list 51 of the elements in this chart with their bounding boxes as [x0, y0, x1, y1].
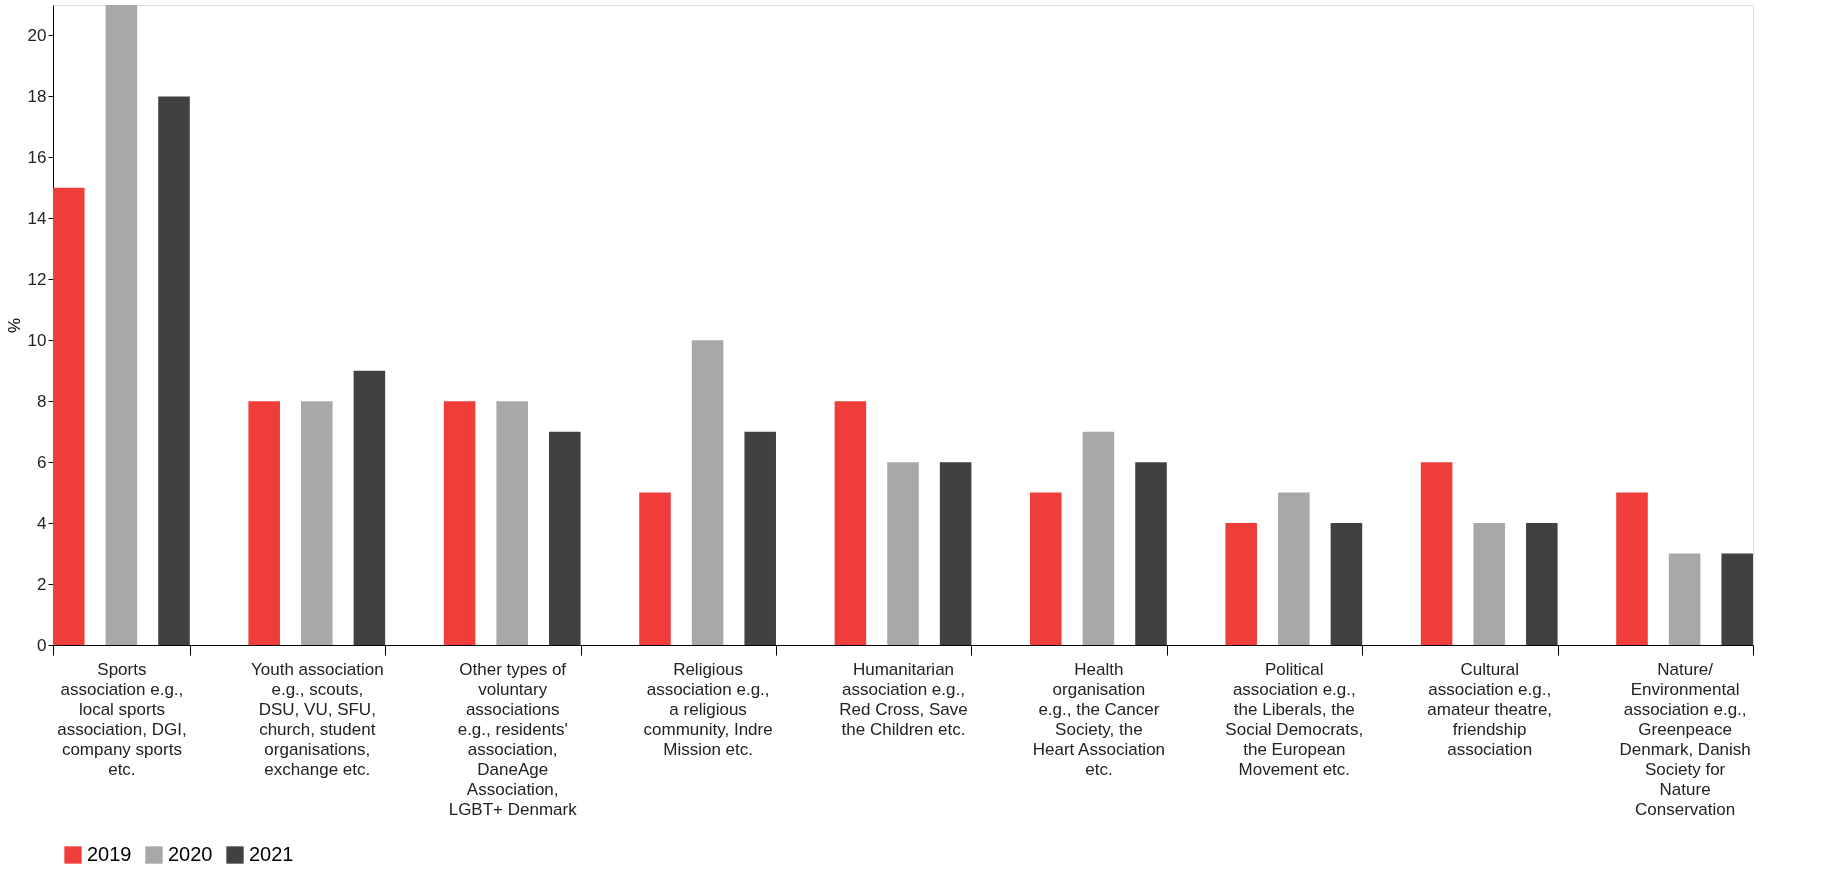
y-tick-label: 8 [37, 391, 47, 411]
bar [1082, 431, 1115, 645]
bar [549, 431, 581, 645]
y-tick-label: 20 [27, 25, 47, 45]
bar [158, 96, 190, 645]
legend-label: 2020 [168, 843, 213, 865]
y-tick-label: 6 [37, 452, 47, 472]
y-tick-label: 2 [37, 574, 47, 594]
bar [1668, 553, 1701, 645]
bar [939, 462, 972, 645]
y-tick-label: 16 [27, 147, 47, 167]
bar [744, 431, 776, 645]
x-tick-label: Nature/ Environmental association e.g., Greenpeace Denmark, Danish Society for Nature Conservation [1619, 659, 1751, 819]
y-axis-title: % [4, 317, 24, 334]
bar [443, 401, 476, 645]
x-tick-label: Youth association e.g., scouts, DSU, VU, SFU, church, student organisations, exchange etc. [250, 659, 384, 779]
bar [887, 462, 919, 645]
bar [248, 401, 280, 645]
bar [1473, 523, 1505, 645]
bar [1330, 523, 1363, 645]
y-tick-label: 0 [37, 635, 47, 655]
legend-label: 2021 [249, 843, 294, 865]
x-tick-label: Political association e.g., the Liberals, the Social Democrats, the European Movement etc. [1225, 659, 1364, 779]
y-tick-label: 18 [27, 86, 47, 106]
bar [834, 401, 867, 645]
bar [1721, 553, 1753, 645]
x-tick-label: Religious association e.g., a religious community, Indre Mission etc. [643, 659, 773, 759]
bar [639, 492, 671, 645]
y-tick-label: 4 [37, 513, 47, 533]
x-tick-label: Other types of voluntary associations e.g., residents' association, DaneAge Association, LGBT+ Denmark [448, 659, 578, 819]
bar [1616, 492, 1648, 645]
bar [1225, 523, 1257, 645]
bar [1135, 462, 1167, 645]
bar [1420, 462, 1453, 645]
bar [53, 187, 85, 645]
bar [301, 401, 333, 645]
x-tick-label: Humanitarian association e.g., Red Cross, Save the Children etc. [839, 659, 968, 739]
bar [1030, 492, 1062, 645]
y-tick-label: 10 [27, 330, 47, 350]
x-tick-label: Cultural association e.g., amateur theatre, friendship association [1427, 659, 1553, 759]
bar [1278, 492, 1310, 645]
x-tick-label: Health organisation e.g., the Cancer Society, the Heart Association etc. [1032, 659, 1166, 779]
bar [353, 370, 386, 645]
bar [105, 5, 138, 645]
bar [691, 340, 724, 645]
y-tick-label: 12 [27, 269, 47, 289]
bar [496, 401, 528, 645]
bar [1526, 523, 1558, 645]
x-tick-label: Sports association e.g., local sports association, DGI, company sports etc. [57, 659, 187, 779]
y-tick-label: 14 [27, 208, 47, 228]
legend-label: 2019 [87, 843, 132, 865]
